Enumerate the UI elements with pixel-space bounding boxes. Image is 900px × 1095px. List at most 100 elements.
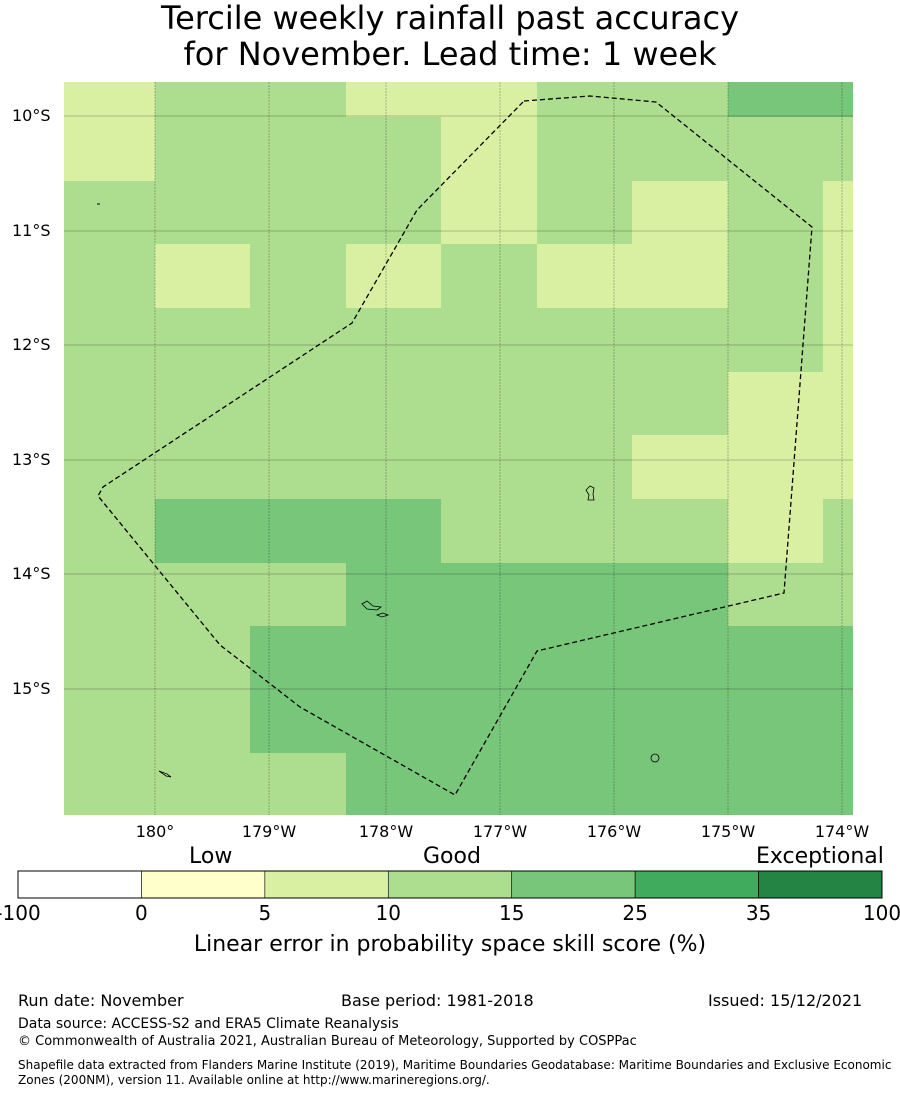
grid-cell [728,690,824,754]
colorbar-segment [264,870,389,899]
colorbar-frame [17,870,883,899]
map [64,82,853,815]
base-period: Base period: 1981-2018 [341,991,534,1010]
grid-cell [155,753,251,815]
grid-cell [728,244,824,309]
grid-cell [441,435,538,500]
grid-cell [64,563,156,627]
grid-cell [537,244,633,309]
grid-cell [64,626,156,691]
grid-cell [346,563,442,627]
grid-cell [346,499,442,564]
grid-cell [728,499,824,564]
colorbar-tick: 10 [375,901,401,925]
grid-cell [441,181,538,245]
colorbar-segment [634,870,759,899]
grid-cell [823,244,853,309]
longitude-label: 179°W [241,822,297,841]
grid-cell [155,117,251,182]
grid-cell [728,753,824,815]
grid-cell [64,372,156,436]
colorbar-tick: 15 [498,901,525,925]
grid-cell [64,181,156,245]
grid-cell [823,308,853,373]
grid-cell [441,753,538,815]
colorbar-tick: 25 [622,901,648,925]
grid-cell [537,181,633,245]
grid-cell [155,435,251,500]
colorbar-segment [758,870,883,899]
grid-cell [537,563,633,627]
grid-cell [537,308,633,373]
copyright: © Commonwealth of Australia 2021, Austra… [18,1034,637,1049]
colorbar-segment [511,870,636,899]
grid-cell [537,499,633,564]
grid-cell [632,308,729,373]
grid-cell [250,499,347,564]
grid-cell [632,626,729,691]
longitude-label: 177°W [472,822,528,841]
colorbar-label-good: Good [423,844,481,869]
colorbar-segment [17,870,142,899]
grid-cell [632,499,729,564]
grid-cell [250,308,347,373]
grid-cell [441,690,538,754]
grid-cell [441,372,538,436]
data-source: Data source: ACCESS-S2 and ERA5 Climate … [18,1016,399,1032]
latitude-label: 12°S [12,335,51,354]
grid-cell [64,82,156,118]
latitude-label: 15°S [12,679,51,698]
grid-cell [823,181,853,245]
grid-cell [64,690,156,754]
colorbar-label-exceptional: Exceptional [756,844,884,869]
grid-cell [441,244,538,309]
colorbar-title: Linear error in probability space skill … [193,932,707,957]
grid-cell [346,372,442,436]
longitude-label: 178°W [358,822,414,841]
grid-cell [441,563,538,627]
grid-cell [537,690,633,754]
grid-cell [64,244,156,309]
grid-cell [823,82,853,118]
grid-cell [823,753,853,815]
grid-cell [728,117,824,182]
latitude-label: 13°S [12,450,51,469]
grid-cell [632,82,729,118]
colorbar-segment [387,870,513,899]
grid-cell [250,244,347,309]
grid-cell [632,753,729,815]
grid-cell [155,181,251,245]
colorbar-tick: 100 [862,901,900,925]
grid-cell [632,435,729,500]
island-shape [158,770,172,778]
grid-cell [823,372,853,436]
shapefile-credit-2: Zones (200NM), version 11. Available onl… [18,1073,490,1087]
grid-cell [441,626,538,691]
colorbar-tick: 0 [135,901,148,925]
grid-cell [346,626,442,691]
grid-cell [537,117,633,182]
grid-cell [537,435,633,500]
grid-cell [441,499,538,564]
grid-cell [346,82,442,118]
island-shape [361,600,383,611]
colorbar-tick: 5 [258,901,272,925]
longitude-label: 180° [135,822,175,841]
longitude-label: 174°W [814,822,870,841]
latitude-label: 14°S [12,564,51,583]
grid-cell [441,308,538,373]
grid-cell [250,181,347,245]
grid-cell [250,372,347,436]
grid-cell [537,626,633,691]
grid-cell [346,308,442,373]
grid-cell [250,435,347,500]
longitude-label: 175°W [700,822,756,841]
grid-cell [632,563,729,627]
grid-cell [823,690,853,754]
grid-cell [155,244,251,309]
grid-cell [346,181,442,245]
grid-cell [250,626,347,691]
title-line-2: for November. Lead time: 1 week [183,35,717,73]
grid-cell [346,753,442,815]
